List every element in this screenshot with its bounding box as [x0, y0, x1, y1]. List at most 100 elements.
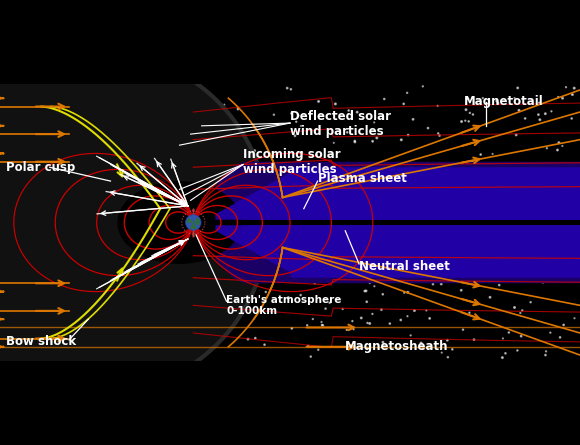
Point [244, 201, 253, 208]
Point [348, 318, 357, 325]
Point [101, 182, 110, 190]
Point [362, 344, 372, 352]
Point [111, 89, 120, 96]
Point [0, 218, 8, 225]
Point [476, 151, 485, 158]
Point [142, 190, 151, 197]
Point [19, 107, 28, 114]
Point [538, 279, 548, 286]
Point [295, 268, 304, 275]
Point [368, 138, 377, 145]
Point [125, 335, 135, 342]
Point [61, 86, 70, 93]
Point [251, 335, 260, 342]
Point [184, 108, 193, 115]
Point [541, 348, 550, 355]
Point [86, 323, 95, 330]
Point [433, 102, 443, 109]
Point [233, 128, 242, 135]
Point [86, 110, 95, 117]
Point [10, 227, 19, 234]
Point [363, 320, 372, 327]
Point [5, 141, 14, 148]
Point [3, 173, 13, 180]
Point [299, 196, 308, 203]
Point [292, 244, 301, 251]
Point [250, 147, 259, 154]
Point [54, 300, 63, 307]
Point [172, 337, 182, 344]
Polygon shape [215, 167, 580, 221]
Point [377, 306, 386, 313]
Point [478, 94, 487, 101]
Point [261, 288, 270, 295]
Point [65, 82, 74, 89]
Point [9, 290, 19, 297]
Point [435, 132, 444, 139]
Point [498, 335, 508, 342]
Point [357, 165, 366, 172]
Point [109, 263, 118, 270]
Point [525, 212, 534, 219]
Point [306, 353, 316, 360]
Point [25, 213, 34, 220]
Wedge shape [193, 222, 200, 226]
Point [104, 236, 113, 243]
Point [517, 332, 526, 340]
Ellipse shape [117, 181, 242, 264]
Point [513, 85, 523, 92]
Point [458, 326, 467, 333]
Point [559, 321, 568, 328]
Point [204, 290, 213, 297]
Point [399, 100, 408, 107]
Point [177, 271, 187, 279]
Point [360, 287, 369, 295]
Point [443, 337, 452, 344]
Point [303, 322, 312, 329]
Point [468, 111, 477, 118]
Point [184, 324, 193, 332]
Point [98, 247, 107, 254]
Point [213, 328, 222, 336]
Point [166, 278, 175, 285]
Point [535, 116, 545, 123]
Point [473, 217, 482, 224]
Point [392, 162, 401, 169]
Point [50, 255, 59, 262]
Point [10, 88, 19, 95]
Point [513, 347, 522, 354]
Point [65, 231, 74, 239]
Point [159, 180, 168, 187]
Point [561, 84, 571, 91]
Point [282, 259, 291, 267]
Point [330, 216, 339, 223]
Point [11, 186, 20, 193]
Point [461, 117, 470, 124]
Point [297, 149, 306, 156]
Point [29, 250, 38, 257]
Point [335, 210, 345, 217]
Point [17, 239, 26, 247]
Point [434, 130, 443, 137]
Point [162, 145, 171, 152]
Point [437, 280, 446, 287]
Point [350, 138, 360, 145]
Point [208, 220, 217, 227]
Point [239, 301, 248, 308]
Point [414, 234, 423, 241]
Point [369, 283, 379, 290]
Point [326, 178, 335, 186]
Point [184, 340, 193, 347]
Point [291, 132, 300, 139]
Point [493, 100, 502, 107]
Point [554, 139, 564, 146]
Point [501, 350, 510, 357]
Point [244, 193, 253, 200]
Point [352, 259, 361, 266]
Point [409, 186, 418, 193]
Point [416, 173, 426, 180]
Point [22, 325, 31, 332]
Polygon shape [215, 224, 580, 278]
Point [77, 278, 86, 285]
Point [45, 224, 54, 231]
